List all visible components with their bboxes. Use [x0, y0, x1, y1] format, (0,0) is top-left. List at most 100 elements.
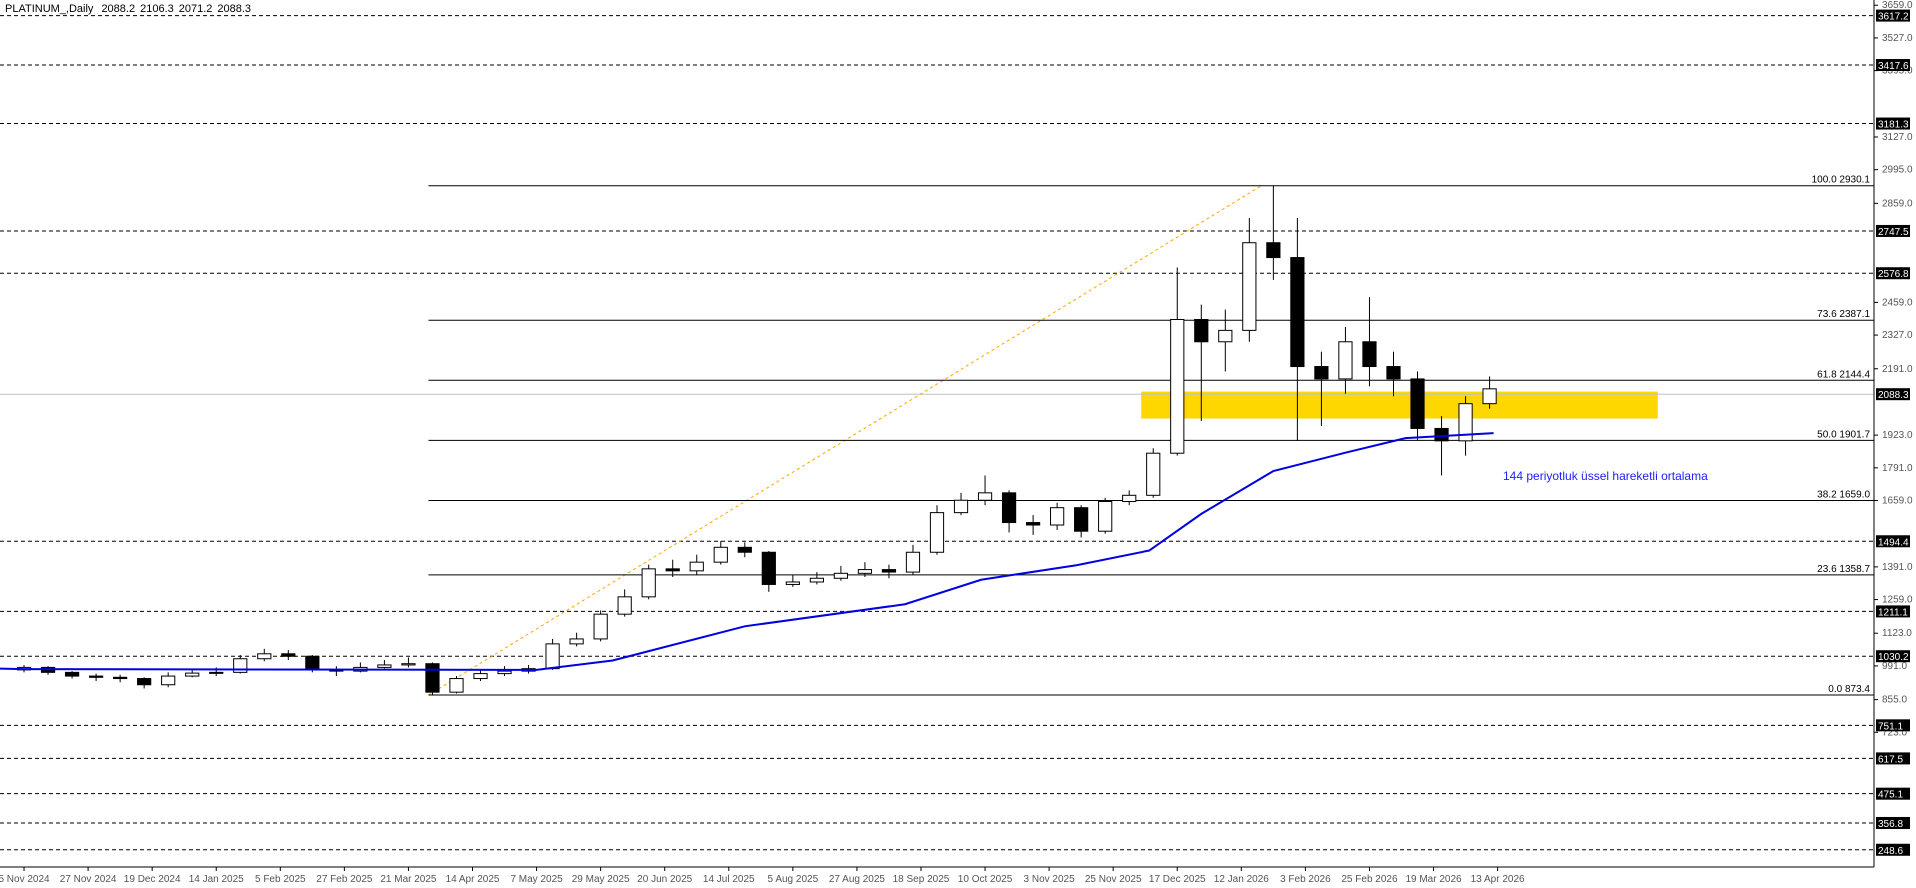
candle-body	[1386, 366, 1401, 380]
x-tick-label: 5 Nov 2024	[0, 874, 50, 885]
candle-body	[1266, 242, 1281, 259]
level-label: 617.5	[1878, 754, 1903, 765]
x-tick-label: 14 Jul 2025	[703, 874, 755, 885]
level-box	[1876, 605, 1910, 618]
level-box	[1876, 816, 1910, 829]
candle-body	[497, 670, 512, 675]
candle-body	[1050, 507, 1065, 526]
level-label: 1211.1	[1878, 607, 1908, 618]
candle-body	[1434, 427, 1449, 442]
candle-body	[88, 675, 104, 678]
candle-body	[545, 643, 560, 670]
candle-body	[64, 671, 80, 677]
candle-body	[833, 572, 849, 579]
level-box	[1876, 719, 1910, 732]
header-value: 2106.3	[140, 3, 174, 15]
x-tick-label: 18 Sep 2025	[893, 874, 950, 885]
level-box	[1876, 787, 1910, 800]
candle-body	[1074, 507, 1089, 532]
x-tick-label: 14 Apr 2025	[446, 874, 500, 885]
fib-label: 0.0 873.4	[1828, 684, 1870, 695]
candle-body	[713, 546, 728, 563]
candle-body	[689, 561, 704, 572]
x-tick-label: 3 Feb 2026	[1280, 874, 1331, 885]
x-tick-label: 14 Jan 2025	[189, 874, 244, 885]
candle-body	[785, 581, 800, 585]
x-tick-label: 20 Jun 2025	[637, 874, 692, 885]
candle-body	[1338, 341, 1353, 380]
level-label: 3617.2	[1878, 12, 1909, 23]
candle-body	[881, 569, 897, 573]
candle-body	[737, 546, 752, 553]
candle-body	[1025, 522, 1041, 526]
y-tick-label: 2859.0	[1882, 198, 1913, 209]
y-tick-label: 3527.0	[1882, 33, 1913, 44]
chart-title: PLATINUM_,Daily	[5, 3, 94, 15]
candle-body	[1122, 494, 1137, 502]
candle-body	[1482, 388, 1497, 405]
level-box	[1876, 650, 1910, 663]
candle-body	[305, 655, 320, 671]
y-tick-label: 2995.0	[1882, 165, 1913, 176]
x-tick-label: 27 Feb 2025	[316, 874, 373, 885]
candle-body	[281, 653, 296, 657]
ema-line	[0, 432, 1494, 671]
x-tick-label: 19 Dec 2024	[124, 874, 181, 885]
y-tick-label: 1791.0	[1882, 463, 1913, 474]
fib-label: 50.0 1901.7	[1817, 429, 1870, 440]
x-tick-label: 3 Nov 2025	[1024, 874, 1076, 885]
x-tick-label: 29 May 2025	[572, 874, 630, 885]
x-tick-label: 5 Aug 2025	[768, 874, 819, 885]
candle-body	[953, 499, 969, 514]
y-tick-label: 723.0	[1882, 727, 1907, 738]
fib-label: 38.2 1659.0	[1817, 490, 1870, 501]
y-tick-label: 855.0	[1882, 695, 1907, 706]
current-price-box	[1876, 388, 1910, 401]
candle-body	[809, 577, 824, 583]
header-value: 2088.3	[217, 3, 251, 15]
candle-body	[113, 676, 128, 680]
candle-body	[1098, 500, 1113, 532]
level-box	[1876, 59, 1910, 72]
y-tick-label: 2459.0	[1882, 297, 1913, 308]
candle-body	[401, 663, 416, 666]
candle-body	[1242, 242, 1257, 331]
x-tick-label: 27 Aug 2025	[829, 874, 886, 885]
level-label: 356.8	[1878, 819, 1903, 830]
y-tick-label: 2327.0	[1882, 330, 1913, 341]
candle-body	[137, 678, 152, 686]
x-tick-label: 25 Nov 2025	[1085, 874, 1142, 885]
candle-body	[641, 568, 656, 598]
candle-body	[209, 671, 224, 674]
x-tick-label: 25 Feb 2026	[1341, 874, 1398, 885]
candle-body	[761, 551, 776, 585]
level-label: 1030.2	[1878, 652, 1909, 663]
candle-body	[449, 678, 464, 693]
candle-body	[905, 551, 921, 573]
x-tick-label: 12 Jan 2026	[1214, 874, 1269, 885]
candle-body	[1194, 318, 1209, 343]
candle-body	[257, 653, 272, 660]
level-label: 3417.6	[1878, 61, 1909, 72]
candle-body	[665, 568, 680, 572]
candle-body	[161, 675, 176, 686]
x-tick-label: 21 Mar 2025	[380, 874, 437, 885]
candle-body	[1170, 318, 1185, 454]
x-tick-label: 10 Oct 2025	[958, 874, 1013, 885]
fib-label: 100.0 2930.1	[1812, 175, 1871, 186]
candle-body	[593, 613, 608, 640]
x-tick-label: 19 Mar 2026	[1405, 874, 1462, 885]
candle-body	[1410, 378, 1425, 429]
fib-label: 73.6 2387.1	[1817, 309, 1870, 320]
current-price-label: 2088.3	[1878, 390, 1909, 401]
candle-body	[1314, 366, 1329, 380]
y-tick-label: 1923.0	[1882, 430, 1913, 441]
candle-body	[569, 638, 584, 645]
candle-body	[617, 596, 632, 615]
candle-body	[1146, 452, 1161, 496]
x-tick-label: 7 May 2025	[510, 874, 563, 885]
level-box	[1876, 9, 1910, 22]
candle-body	[1290, 257, 1305, 368]
